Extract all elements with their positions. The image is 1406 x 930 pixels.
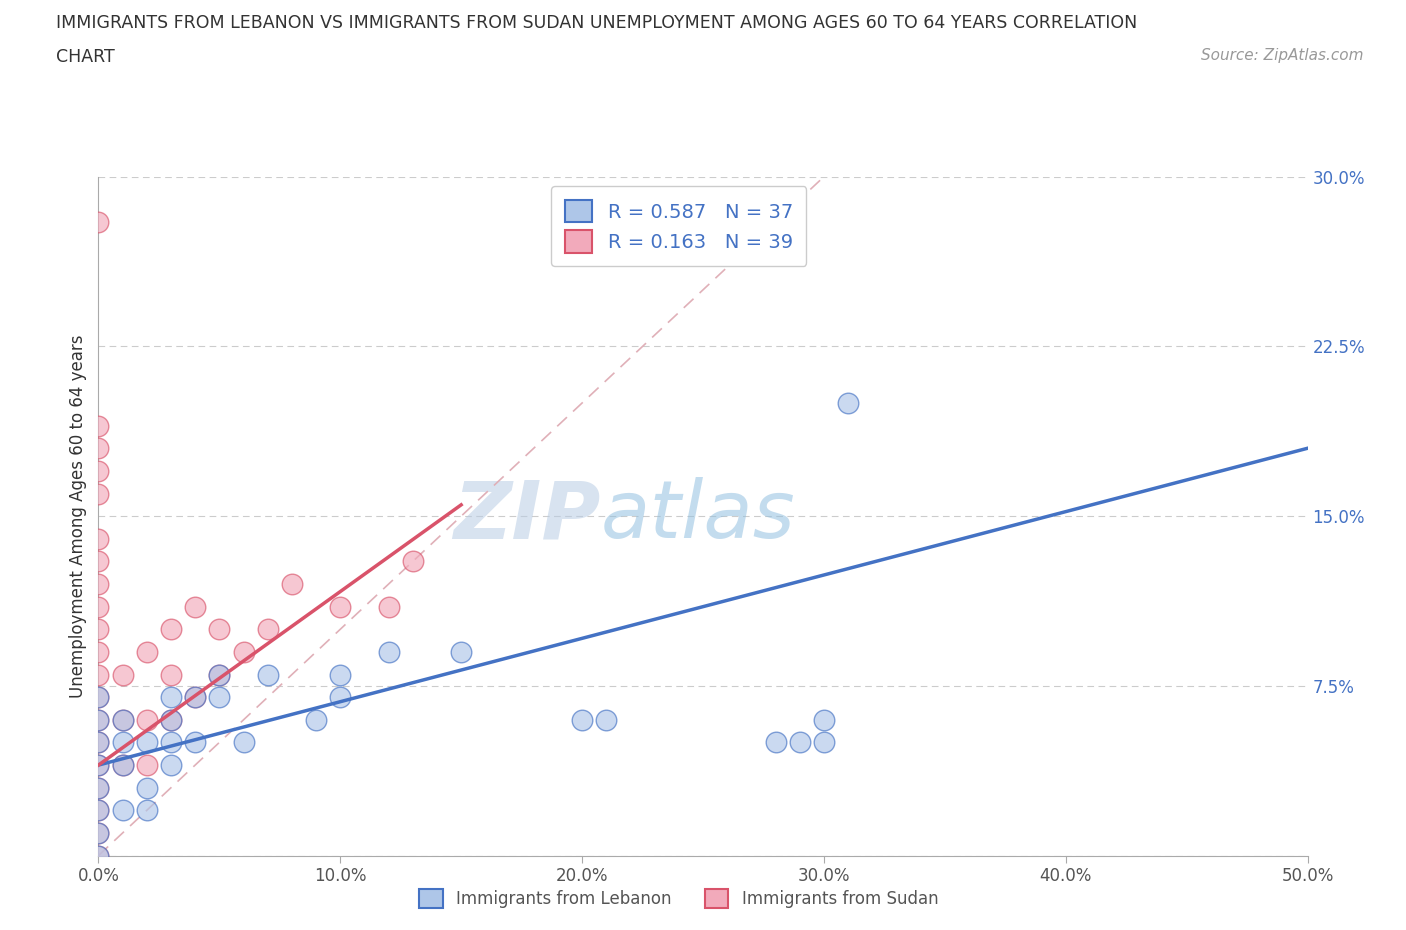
Point <box>111 667 134 682</box>
Point <box>208 667 231 682</box>
Point <box>87 712 110 727</box>
Point <box>87 758 110 773</box>
Text: ZIP: ZIP <box>453 477 600 555</box>
Point <box>208 690 231 705</box>
Point <box>87 848 110 863</box>
Point <box>160 735 183 750</box>
Point <box>87 735 110 750</box>
Point <box>377 644 399 659</box>
Point <box>87 690 110 705</box>
Point <box>87 599 110 614</box>
Point <box>184 599 207 614</box>
Point <box>789 735 811 750</box>
Point <box>160 622 183 637</box>
Point <box>160 758 183 773</box>
Text: CHART: CHART <box>56 48 115 66</box>
Point <box>87 441 110 456</box>
Point <box>160 690 183 705</box>
Point <box>256 667 278 682</box>
Point <box>87 577 110 591</box>
Point <box>450 644 472 659</box>
Point <box>135 803 157 817</box>
Point <box>87 531 110 546</box>
Point <box>87 848 110 863</box>
Point <box>111 712 134 727</box>
Point <box>87 418 110 433</box>
Point <box>87 644 110 659</box>
Point <box>87 758 110 773</box>
Point <box>184 690 207 705</box>
Point <box>160 712 183 727</box>
Point <box>87 215 110 230</box>
Point <box>87 803 110 817</box>
Point <box>135 780 157 795</box>
Point <box>87 554 110 569</box>
Point <box>87 690 110 705</box>
Point <box>208 667 231 682</box>
Point <box>135 758 157 773</box>
Point <box>135 735 157 750</box>
Point <box>208 622 231 637</box>
Point <box>232 644 254 659</box>
Point <box>87 826 110 841</box>
Point <box>813 735 835 750</box>
Point <box>329 690 352 705</box>
Point <box>402 554 425 569</box>
Point <box>184 735 207 750</box>
Point <box>87 622 110 637</box>
Point <box>813 712 835 727</box>
Text: Source: ZipAtlas.com: Source: ZipAtlas.com <box>1201 48 1364 63</box>
Text: atlas: atlas <box>600 477 794 555</box>
Point <box>87 463 110 478</box>
Point <box>184 690 207 705</box>
Point <box>111 712 134 727</box>
Point <box>111 735 134 750</box>
Point <box>87 712 110 727</box>
Point <box>87 780 110 795</box>
Point <box>765 735 787 750</box>
Point <box>571 712 593 727</box>
Point <box>595 712 617 727</box>
Text: IMMIGRANTS FROM LEBANON VS IMMIGRANTS FROM SUDAN UNEMPLOYMENT AMONG AGES 60 TO 6: IMMIGRANTS FROM LEBANON VS IMMIGRANTS FR… <box>56 14 1137 32</box>
Point <box>135 644 157 659</box>
Point <box>87 486 110 501</box>
Point <box>305 712 328 727</box>
Point <box>111 758 134 773</box>
Point <box>837 395 859 410</box>
Point <box>232 735 254 750</box>
Point <box>87 735 110 750</box>
Point <box>256 622 278 637</box>
Point <box>87 826 110 841</box>
Point <box>160 712 183 727</box>
Y-axis label: Unemployment Among Ages 60 to 64 years: Unemployment Among Ages 60 to 64 years <box>69 335 87 698</box>
Legend: Immigrants from Lebanon, Immigrants from Sudan: Immigrants from Lebanon, Immigrants from… <box>413 883 945 915</box>
Point <box>135 712 157 727</box>
Point <box>111 758 134 773</box>
Point <box>87 780 110 795</box>
Point <box>329 667 352 682</box>
Point <box>87 667 110 682</box>
Point <box>329 599 352 614</box>
Point <box>281 577 304 591</box>
Point <box>377 599 399 614</box>
Point <box>111 803 134 817</box>
Point <box>87 803 110 817</box>
Point <box>160 667 183 682</box>
